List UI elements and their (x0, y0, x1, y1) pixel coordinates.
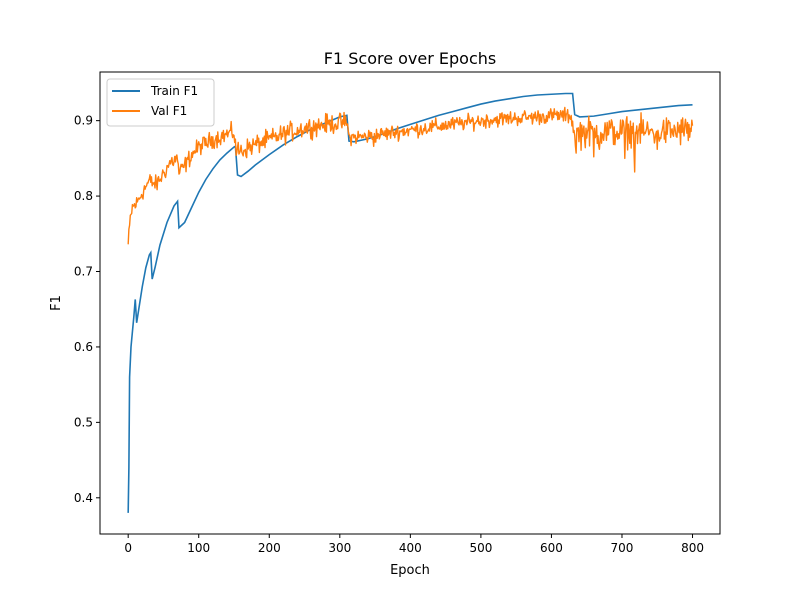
y-tick-label: 0.5 (74, 415, 93, 429)
legend-val-f1-label: Val F1 (151, 104, 187, 118)
y-axis-ticks: 0.4 0.5 0.6 0.7 0.8 0.9 (74, 114, 100, 505)
x-tick-label: 400 (399, 541, 422, 555)
x-tick-label: 800 (681, 541, 704, 555)
y-tick-label: 0.6 (74, 340, 93, 354)
x-tick-label: 200 (258, 541, 281, 555)
legend: Train F1 Val F1 (106, 78, 215, 127)
x-tick-label: 100 (187, 541, 210, 555)
x-axis-ticks: 0 100 200 300 400 500 600 700 800 (124, 534, 704, 555)
series-line-val-f1 (127, 106, 694, 245)
x-axis-label: Epoch (390, 563, 430, 578)
x-tick-label: 0 (124, 541, 132, 555)
plot-area (127, 92, 694, 513)
y-tick-label: 0.7 (74, 265, 93, 279)
y-axis-label: F1 (49, 295, 64, 311)
series-line-train-f1 (127, 92, 693, 513)
y-tick-label: 0.9 (74, 114, 93, 128)
x-tick-label: 700 (611, 541, 634, 555)
y-tick-label: 0.8 (74, 189, 93, 203)
x-tick-label: 500 (469, 541, 492, 555)
y-tick-label: 0.4 (74, 491, 93, 505)
x-tick-label: 600 (540, 541, 563, 555)
legend-train-f1-label: Train F1 (150, 84, 198, 98)
x-tick-label: 300 (328, 541, 351, 555)
chart-title: F1 Score over Epochs (324, 49, 496, 68)
